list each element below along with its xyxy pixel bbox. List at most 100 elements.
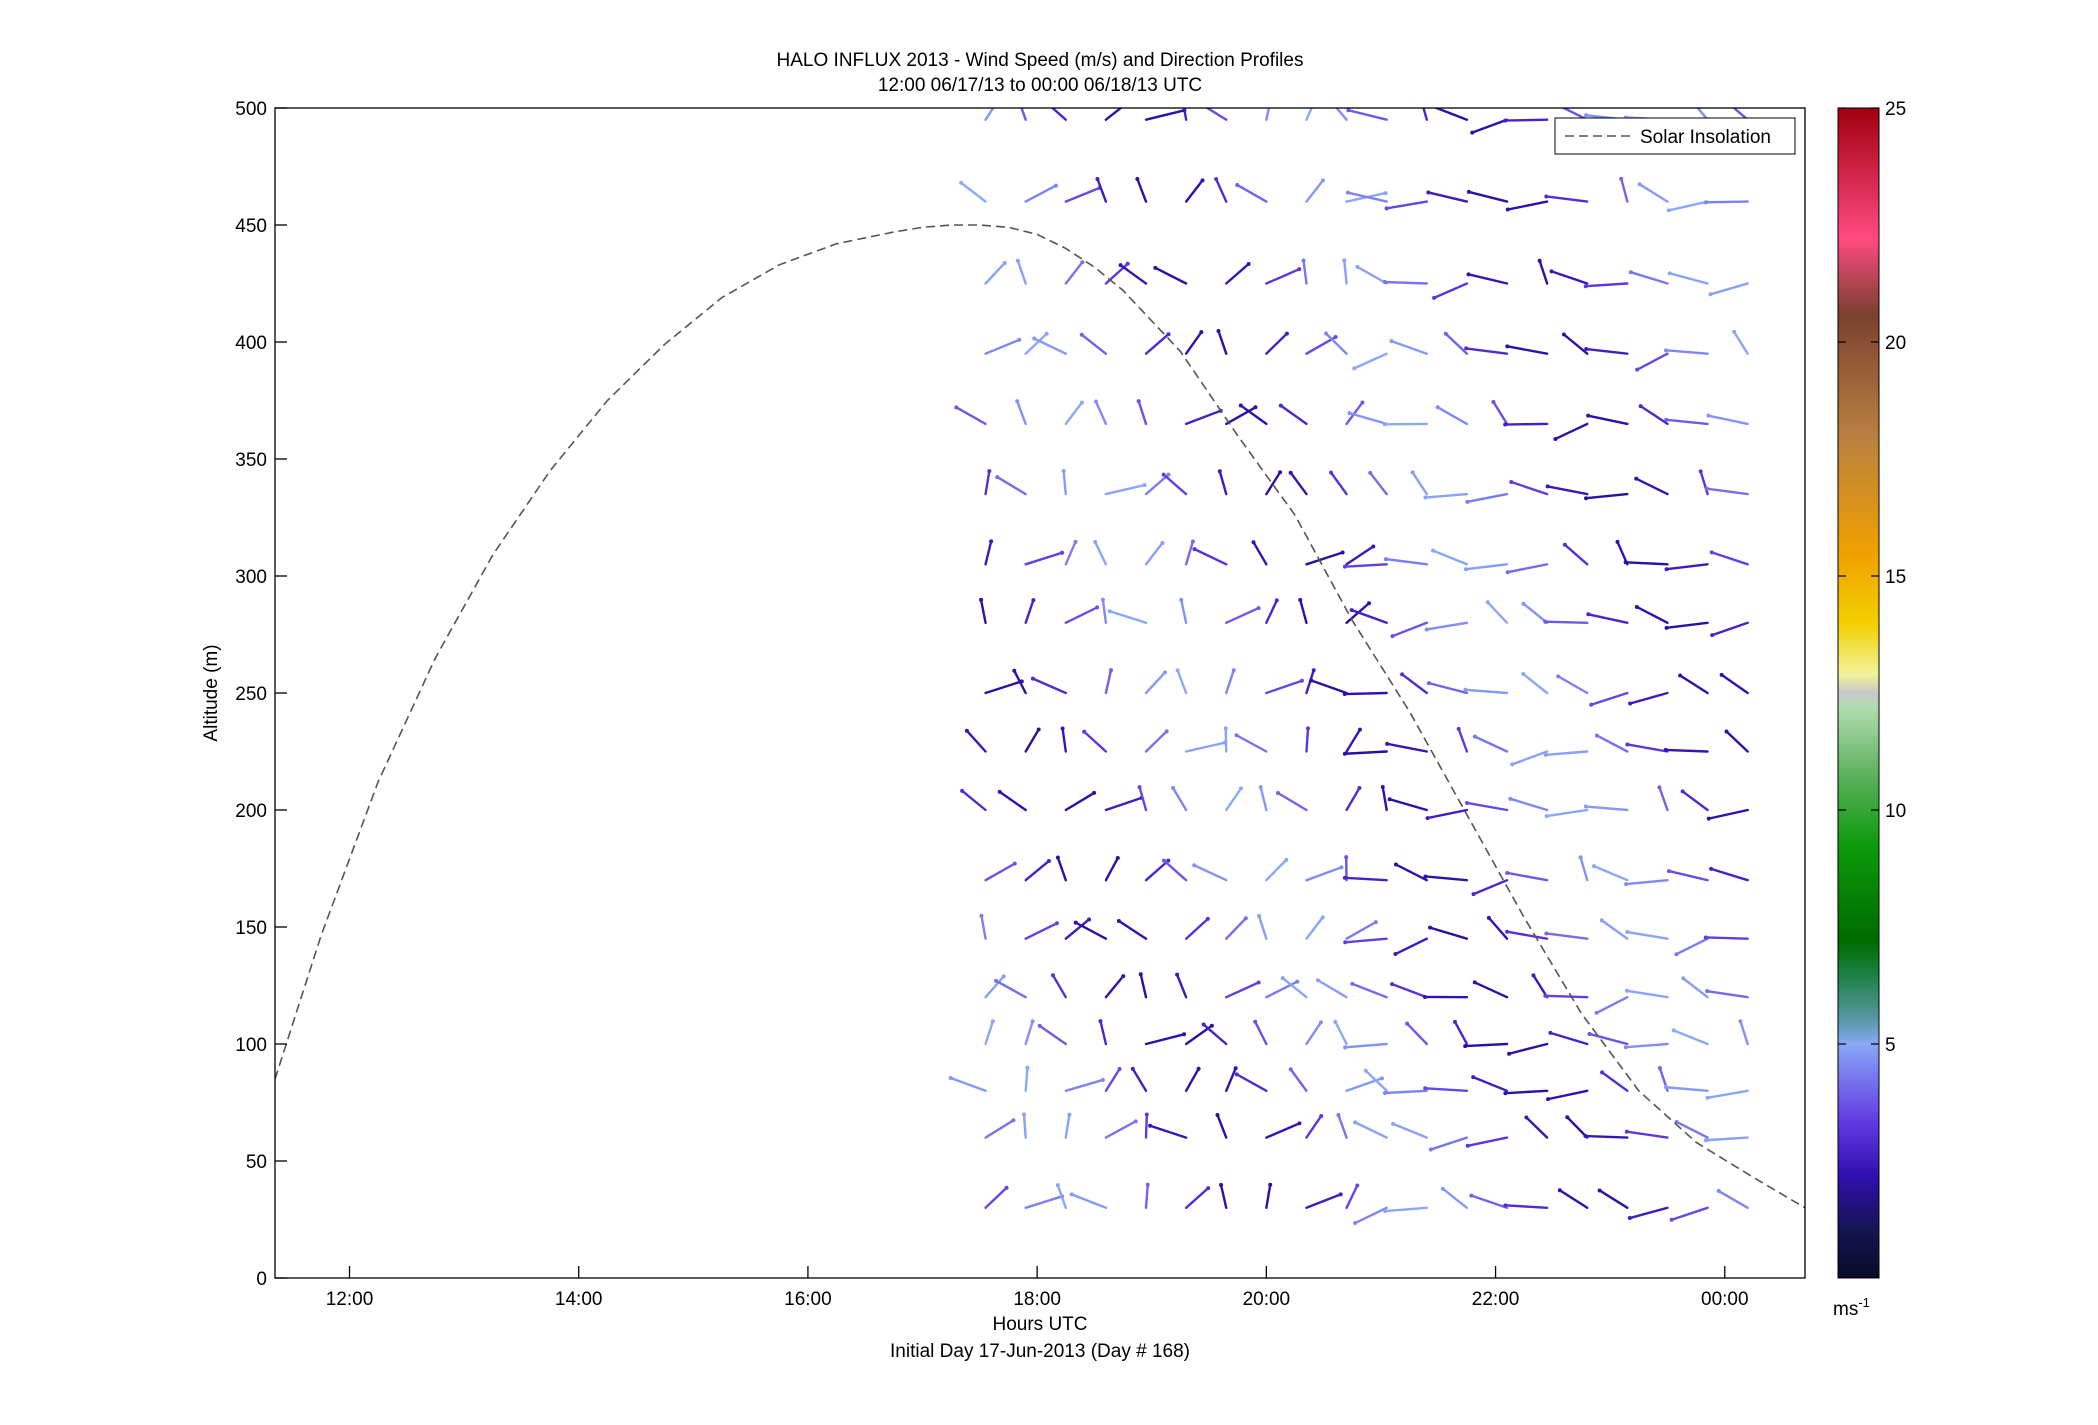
wind-vector-head [1664, 567, 1669, 572]
wind-vector [1384, 557, 1428, 566]
y-axis: 0 50 100 150 200 250 300 350 400 450 500 [235, 99, 287, 1290]
wind-vector [1184, 741, 1227, 753]
wind-vector-head [1136, 399, 1141, 404]
wind-vector [1464, 347, 1509, 355]
wind-vector [1431, 549, 1469, 566]
wind-vector-head [1384, 206, 1389, 211]
wind-vector-head [1430, 548, 1435, 553]
wind-vector [1705, 989, 1749, 999]
wind-vector-head [1342, 692, 1347, 697]
wind-vector-head [1382, 280, 1387, 285]
wind-vector [1739, 1020, 1749, 1046]
wind-vector [1710, 551, 1749, 566]
wind-vector-head [1509, 480, 1514, 485]
wind-vector [1545, 932, 1589, 940]
wind-vector-head [1505, 207, 1510, 212]
wind-vector-head [1288, 470, 1293, 475]
wind-vector-head [1627, 1216, 1632, 1221]
wind-vector-head [1268, 1182, 1273, 1187]
wind-vector [1225, 917, 1248, 940]
wind-vector-head [1098, 1019, 1103, 1024]
wind-vector [1638, 183, 1669, 203]
wind-vector [1471, 1075, 1509, 1093]
wind-vector [1411, 471, 1428, 496]
wind-vector [994, 979, 1027, 999]
wind-vector-head [1465, 800, 1470, 805]
wind-vector-head [1223, 726, 1228, 731]
wind-vector-head [1472, 980, 1477, 985]
wind-vector-head [1440, 1186, 1445, 1191]
wind-vector [1184, 1067, 1200, 1093]
wind-vector-head [1171, 786, 1176, 791]
wind-vector [1400, 673, 1428, 695]
wind-vector [1522, 672, 1549, 695]
wind-vector-head [1161, 858, 1166, 863]
wind-vector-head [1703, 935, 1708, 940]
wind-vector-head [1587, 1031, 1592, 1036]
wind-vector [1148, 1124, 1188, 1139]
wind-vector [1335, 108, 1348, 121]
wind-vector [1343, 1042, 1388, 1049]
wind-vector [1625, 989, 1669, 999]
wind-vector-head [1145, 1182, 1150, 1187]
wind-vector-head [1706, 816, 1711, 821]
wind-vector [1343, 563, 1388, 568]
wind-vector-head [1012, 861, 1017, 866]
wind-vector [1193, 547, 1228, 566]
colorbar-gradient [1837, 107, 1880, 1279]
wind-vector [1544, 750, 1589, 757]
wind-vector-head [1624, 1129, 1629, 1134]
wind-vector-head [1251, 540, 1256, 545]
wind-vector [1099, 1019, 1108, 1046]
wind-vector [1171, 786, 1188, 812]
wind-vector [1252, 541, 1268, 566]
wind-vector-head [1095, 176, 1100, 181]
wind-vector-head [954, 405, 959, 410]
wind-vector [1144, 1033, 1186, 1046]
wind-vector-head [1217, 469, 1222, 474]
wind-vector [984, 975, 1005, 999]
wind-vector [1176, 669, 1188, 695]
wind-vector [1257, 914, 1268, 940]
wind-vector [1344, 937, 1388, 944]
wind-vector-head [1022, 1112, 1027, 1117]
wind-vector-head [1400, 672, 1405, 677]
wind-vector-head [1163, 670, 1168, 675]
wind-vector [1038, 1024, 1067, 1046]
wind-vector [1550, 270, 1589, 285]
wind-vector [1453, 1020, 1469, 1046]
wind-vector-head [1082, 729, 1087, 734]
wind-vector [1427, 191, 1469, 203]
wind-vector [1625, 1130, 1669, 1139]
wind-vector [1310, 679, 1348, 695]
wind-vector-head [1275, 791, 1280, 796]
wind-vector [1584, 282, 1629, 288]
wind-vector [1385, 742, 1428, 753]
wind-vector-head [1625, 988, 1630, 993]
wind-vector-head [1298, 597, 1303, 602]
wind-vector-head [1297, 1121, 1302, 1126]
wind-vector [1667, 200, 1709, 212]
wind-vector-head [1664, 1085, 1669, 1090]
wind-vector-head [1669, 1217, 1674, 1222]
wind-vector-head [1054, 921, 1059, 926]
wind-vector [1600, 1071, 1629, 1093]
wind-vector-head [1352, 366, 1357, 371]
wind-vector [1265, 679, 1304, 695]
wind-vector [1064, 606, 1099, 624]
chart-title: HALO INFLUX 2013 - Wind Speed (m/s) and … [777, 50, 1304, 71]
wind-vector [1394, 863, 1428, 882]
wind-vector-head [1503, 118, 1508, 123]
wind-vector [1316, 979, 1348, 999]
wind-vector [1664, 748, 1709, 753]
wind-vector [1464, 563, 1509, 571]
wind-vector [1585, 347, 1629, 355]
wind-vector-head [1709, 550, 1714, 555]
wind-vector [1487, 916, 1509, 940]
wind-vector [1144, 109, 1186, 121]
wind-vector-head [1011, 1118, 1016, 1123]
wind-vector [1665, 621, 1709, 630]
wind-vector [1624, 879, 1669, 886]
wind-vector [1675, 937, 1709, 956]
wind-vector-head [964, 728, 969, 733]
